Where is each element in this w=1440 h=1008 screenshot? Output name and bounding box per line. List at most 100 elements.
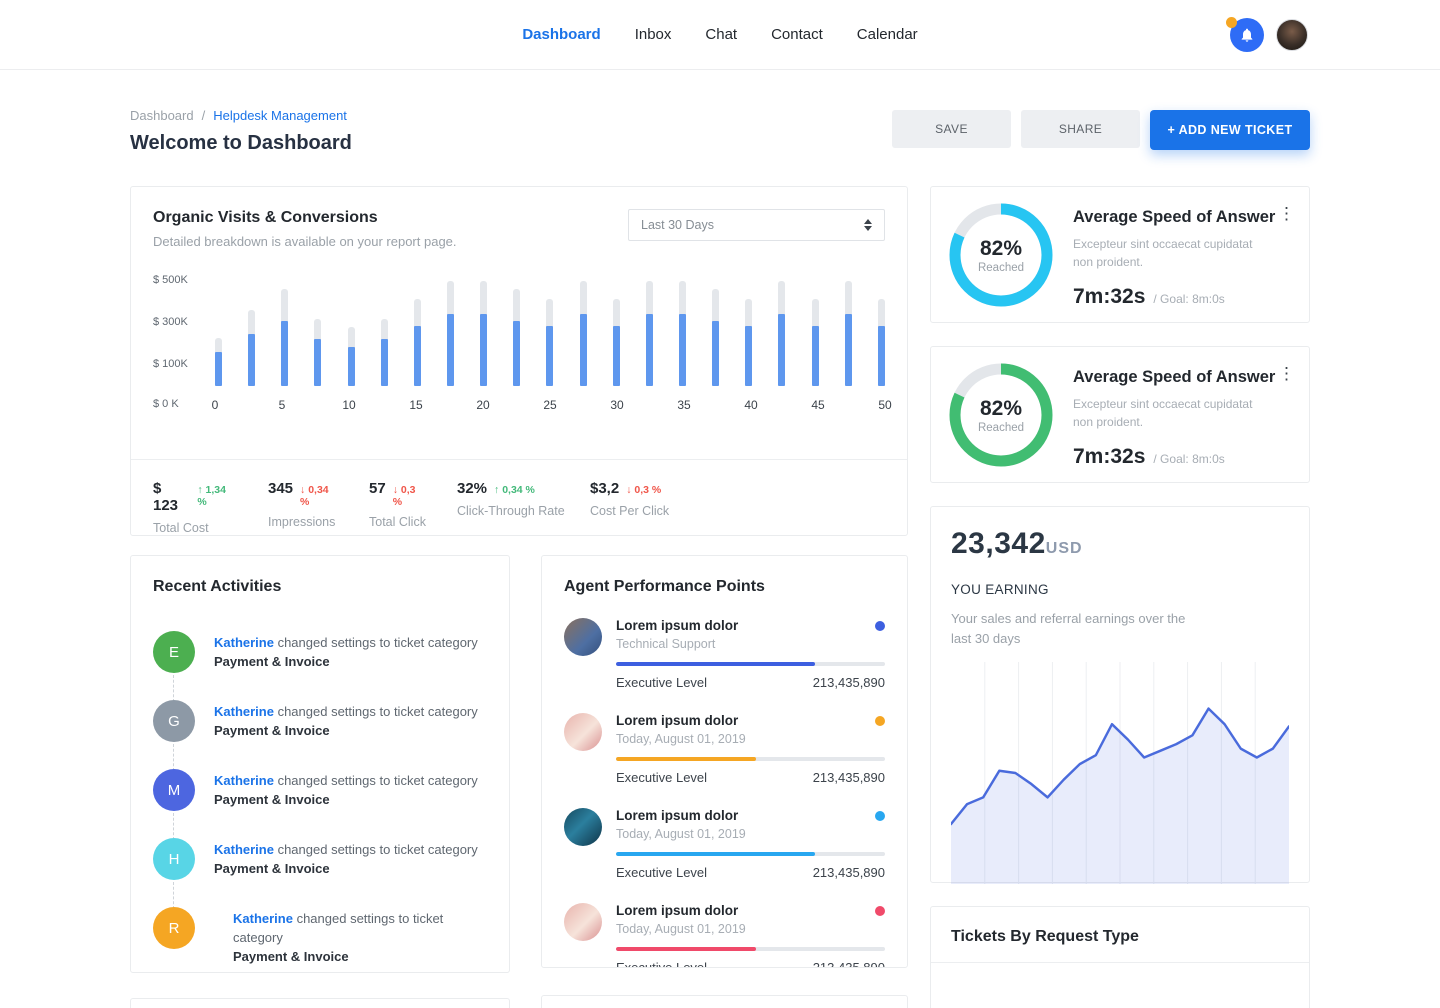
bar-value-segment (281, 320, 289, 386)
stat-item: 32% ↑ 0,34 % Click-Through Rate (457, 480, 565, 535)
agent-body: Lorem ipsum dolor Technical Support Execut… (616, 618, 885, 690)
stat-delta: ↓ 0,34 % (300, 484, 329, 508)
share-button[interactable]: SHARE (1021, 110, 1140, 148)
bar-value-segment (380, 338, 388, 386)
x-axis-tick: 45 (811, 398, 825, 412)
agent-row: Lorem ipsum dolor Today, August 01, 2019 E… (564, 713, 885, 785)
bar-total-segment (877, 298, 885, 386)
stat-item: $3,2 ↓ 0,3 % Cost Per Click (590, 480, 669, 535)
breadcrumb-current[interactable]: Helpdesk Management (213, 108, 347, 123)
tickets-by-request-type-card: Tickets By Request Type (930, 906, 1310, 1008)
bar-total-segment (678, 281, 686, 386)
activity-avatar: G (153, 700, 195, 742)
nav-item-contact[interactable]: Contact (771, 26, 823, 43)
x-axis-tick: 25 (543, 398, 557, 412)
agent-name-block: Lorem ipsum dolor Today, August 01, 2019 (616, 808, 746, 841)
bar-total-segment (712, 289, 720, 386)
activity-category: Payment & Invoice (214, 791, 330, 807)
activity-item: H Katherine changed settings to ticket ca… (153, 838, 487, 909)
bar-value-segment (215, 352, 222, 386)
select-updown-icon (864, 219, 872, 231)
kebab-menu-icon[interactable]: ⋮ (1278, 364, 1295, 383)
stat-value: 345 (268, 480, 294, 497)
agent-subtitle: Today, August 01, 2019 (616, 827, 746, 841)
stat-label: Total Cost (153, 521, 209, 535)
stat-top: $ 123 ↑ 1,34 % (153, 480, 238, 514)
stat-item: $ 123 ↑ 1,34 % Total Cost (153, 480, 238, 535)
topbar-right (1226, 16, 1308, 52)
stat-delta: ↓ 0,3 % (626, 484, 662, 496)
agent-name-block: Lorem ipsum dolor Today, August 01, 2019 (616, 903, 746, 936)
agent-row: Lorem ipsum dolor Technical Support Execut… (564, 618, 885, 690)
speed-card-title: Average Speed of Answer (1073, 368, 1276, 386)
y-axis-tick: $ 100K (153, 358, 188, 370)
agent-name: Lorem ipsum dolor (616, 808, 739, 823)
agent-name: Lorem ipsum dolor (616, 713, 739, 728)
x-axis-tick: 40 (744, 398, 758, 412)
date-range-value: Last 30 Days (641, 218, 714, 232)
agent-subtitle: Today, August 01, 2019 (616, 732, 746, 746)
bar (579, 281, 587, 386)
bar (480, 281, 488, 386)
agent-status-dot (875, 716, 885, 726)
agent-name-block: Lorem ipsum dolor Today, August 01, 2019 (616, 713, 746, 746)
agent-progress-track (616, 757, 885, 761)
bar-total-segment (645, 281, 653, 386)
main-nav: Dashboard Inbox Chat Contact Calendar (522, 26, 917, 43)
bar-value-segment (480, 313, 488, 386)
bar (678, 281, 686, 386)
stat-top: 57 ↓ 0,3 % (369, 480, 427, 508)
bar-total-segment (745, 298, 753, 386)
bar-chart-y-axis: $ 500K $ 300K $ 100K $ 0 K (153, 274, 215, 411)
stat-value: $3,2 (590, 480, 620, 497)
agent-progress-fill (616, 947, 756, 951)
partial-card (130, 998, 510, 1008)
user-avatar[interactable] (1276, 18, 1308, 51)
nav-item-calendar[interactable]: Calendar (856, 26, 918, 43)
bar-total-segment (446, 281, 454, 386)
agent-status-dot (875, 621, 885, 631)
stat-delta: ↓ 0,3 % (392, 484, 416, 508)
nav-item-dashboard[interactable]: Dashboard (522, 26, 601, 43)
x-axis-tick: 10 (342, 398, 356, 412)
activity-user-link[interactable]: Katherine (214, 635, 274, 650)
speed-goal-label: / Goal: 8m:0s (1153, 452, 1225, 466)
activity-user-link[interactable]: Katherine (214, 842, 274, 857)
date-range-select[interactable]: Last 30 Days (628, 209, 885, 241)
bar-total-segment (314, 318, 322, 386)
bar-total-segment (413, 298, 421, 386)
activity-user-link[interactable]: Katherine (233, 911, 293, 926)
agent-level: Executive Level (616, 865, 708, 880)
activity-category: Payment & Invoice (214, 860, 330, 876)
content: Organic Visits & Conversions Detailed br… (130, 186, 1310, 1008)
save-button[interactable]: SAVE (892, 110, 1011, 148)
activity-user-link[interactable]: Katherine (214, 704, 274, 719)
bar-total-segment (380, 318, 388, 386)
nav-item-chat[interactable]: Chat (705, 26, 738, 43)
bar (844, 281, 852, 386)
bar-value-segment (446, 313, 454, 386)
right-column: 82% Reached ⋮ Average Speed of Answer Except… (930, 186, 1310, 1008)
average-speed-card: 82% Reached ⋮ Average Speed of Answer Except… (930, 186, 1310, 323)
notifications-button[interactable] (1226, 16, 1264, 52)
add-new-ticket-button[interactable]: + ADD NEW TICKET (1150, 110, 1310, 150)
activity-user-link[interactable]: Katherine (214, 773, 274, 788)
agent-top: Lorem ipsum dolor Technical Support (616, 618, 885, 651)
kebab-menu-icon[interactable]: ⋮ (1278, 204, 1295, 223)
stat-top: 32% ↑ 0,34 % (457, 480, 560, 497)
stat-delta: ↑ 0,34 % (494, 484, 535, 496)
breadcrumb-dashboard[interactable]: Dashboard (130, 108, 194, 123)
stat-label: Cost Per Click (590, 504, 670, 518)
speed-card-body: ⋮ Average Speed of Answer Excepteur sint o… (1073, 202, 1295, 308)
head-actions: SAVE SHARE + ADD NEW TICKET (892, 110, 1310, 150)
activity-list: E Katherine changed settings to ticket ca… (153, 631, 487, 967)
agent-top: Lorem ipsum dolor Today, August 01, 2019 (616, 903, 885, 936)
page: Dashboard / Helpdesk Management Welcome … (0, 108, 1440, 1008)
activity-category: Payment & Invoice (214, 653, 330, 669)
nav-item-inbox[interactable]: Inbox (634, 26, 672, 43)
bar-value-segment (347, 347, 355, 386)
speed-card-title: Average Speed of Answer (1073, 208, 1276, 226)
bar (215, 337, 222, 386)
bar-total-segment (215, 337, 222, 386)
bar (314, 318, 322, 386)
